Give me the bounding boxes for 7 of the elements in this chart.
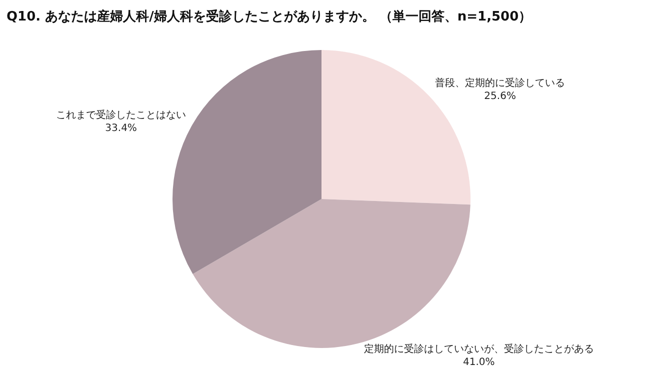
slice-label: これまで受診したことはない (56, 109, 186, 122)
chart-title: Q10. あなたは産婦人科/婦人科を受診したことがありますか。 （単一回答、n=1,500） (6, 8, 532, 24)
slice-label: 定期的に受診はしていないが、受診したことがある (364, 342, 594, 355)
data-label: 33.4% (105, 123, 137, 134)
data-label: 25.6% (484, 91, 516, 102)
slice-label: 普段、定期的に受診している (435, 77, 566, 90)
data-label: 41.0% (463, 356, 495, 368)
